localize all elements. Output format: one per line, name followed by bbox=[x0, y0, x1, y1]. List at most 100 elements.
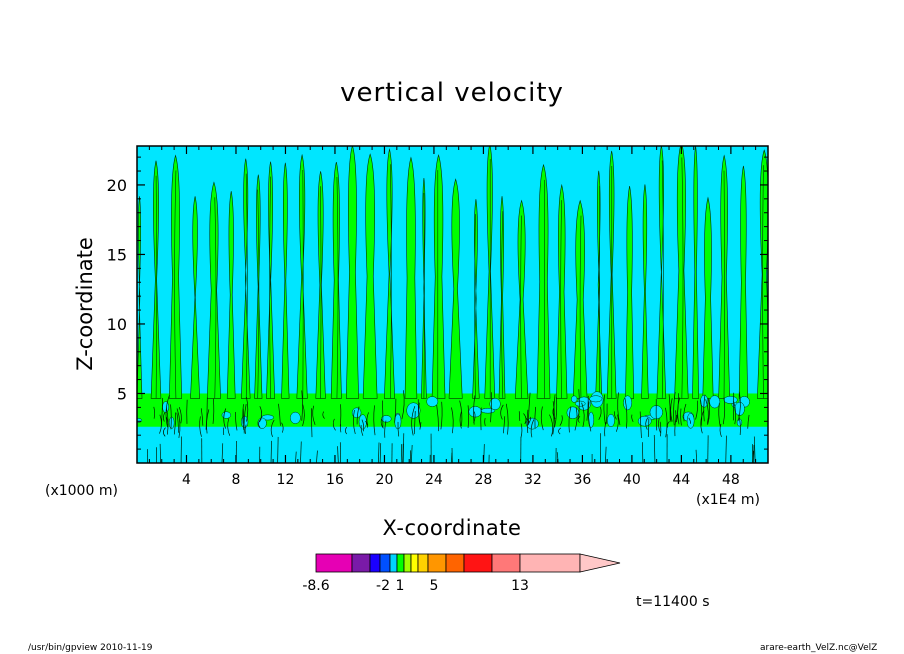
updraft-plume bbox=[498, 196, 506, 399]
updraft-plume bbox=[150, 160, 162, 399]
contour-line bbox=[500, 404, 504, 420]
x-tick-label: 44 bbox=[672, 472, 690, 488]
contour-line bbox=[655, 399, 658, 431]
contour-line bbox=[552, 407, 556, 420]
contour-line bbox=[688, 417, 691, 424]
footer-left: /usr/bin/gpview 2010-11-19 bbox=[28, 643, 153, 653]
contour-cell bbox=[571, 395, 578, 403]
updraft-plume bbox=[281, 162, 290, 399]
contour-line bbox=[534, 406, 536, 429]
contour-line bbox=[242, 404, 245, 430]
colorbar-label: 1 bbox=[396, 578, 405, 594]
contour-line bbox=[503, 416, 506, 434]
contour-line bbox=[257, 189, 260, 399]
contour-line bbox=[700, 399, 703, 426]
contour-line bbox=[394, 398, 397, 423]
updraft-plume bbox=[362, 153, 378, 399]
contour-line bbox=[417, 399, 421, 424]
contour-line bbox=[401, 390, 405, 420]
colorbar-segment bbox=[519, 553, 581, 573]
contour-line bbox=[246, 397, 249, 422]
contour-line bbox=[337, 446, 339, 463]
contour-line bbox=[410, 445, 413, 463]
contour-line bbox=[322, 411, 325, 419]
x-tick-label: 40 bbox=[623, 472, 641, 488]
contour-line bbox=[490, 392, 492, 423]
contour-line bbox=[277, 436, 279, 463]
contour-line bbox=[402, 433, 405, 463]
contour-cell bbox=[489, 397, 501, 411]
time-annotation: t=11400 s bbox=[636, 594, 710, 610]
x-tick-label: 4 bbox=[182, 472, 191, 488]
x-tick-label: 28 bbox=[475, 472, 493, 488]
contour-line bbox=[223, 408, 227, 429]
contour-line bbox=[200, 408, 204, 426]
contour-line bbox=[484, 417, 486, 427]
contour-line bbox=[747, 414, 750, 429]
contour-line bbox=[278, 403, 281, 426]
contour-line bbox=[586, 395, 589, 421]
contour-line bbox=[423, 193, 425, 399]
contour-line bbox=[339, 424, 342, 433]
contour-line bbox=[155, 175, 157, 399]
contour-line bbox=[718, 403, 721, 427]
contour-line bbox=[373, 405, 376, 436]
colorbar-segment bbox=[369, 553, 381, 573]
colorbar: -8.6 -2 1 5 13 bbox=[302, 553, 621, 594]
contour-cell bbox=[168, 416, 175, 429]
contour-line bbox=[176, 412, 179, 433]
contour-line bbox=[270, 419, 275, 438]
updraft-plume bbox=[226, 191, 236, 399]
contour-line bbox=[624, 398, 628, 429]
updraft-plume bbox=[266, 161, 276, 399]
updraft-plume bbox=[536, 163, 551, 399]
contour-line bbox=[413, 411, 416, 435]
colorbar-segment bbox=[315, 553, 353, 573]
x-tick-label: 24 bbox=[425, 472, 443, 488]
contour-cell bbox=[221, 411, 231, 419]
contour-line bbox=[603, 394, 606, 425]
updraft-plume bbox=[674, 146, 689, 399]
x-tick-label: 16 bbox=[326, 472, 344, 488]
contour-line bbox=[166, 417, 169, 426]
contour-cell bbox=[723, 395, 738, 404]
updraft-plume bbox=[169, 154, 183, 399]
contour-line bbox=[645, 417, 649, 430]
contour-line bbox=[440, 401, 443, 430]
contour-line bbox=[559, 415, 563, 426]
y-axis-label: Z-coordinate bbox=[73, 237, 97, 371]
contour-line bbox=[269, 176, 271, 399]
updraft-plume bbox=[431, 154, 446, 399]
contour-line bbox=[617, 392, 621, 426]
contour-line bbox=[722, 397, 726, 425]
contour-line bbox=[725, 435, 727, 463]
contour-line bbox=[647, 418, 650, 437]
contour-line bbox=[666, 421, 670, 428]
x-unit-right: (x1E4 m) bbox=[696, 492, 760, 508]
x-tick-label: 8 bbox=[232, 472, 241, 488]
x-tick-label: 20 bbox=[376, 472, 394, 488]
contour-line bbox=[163, 427, 166, 437]
contour-line bbox=[243, 403, 247, 434]
contour-line bbox=[520, 215, 522, 399]
contour-line bbox=[588, 401, 592, 432]
contour-line bbox=[459, 400, 463, 427]
contour-line bbox=[579, 215, 582, 399]
contour-line bbox=[300, 441, 302, 463]
contour-line bbox=[176, 408, 181, 439]
contour-line bbox=[245, 173, 248, 399]
contour-line bbox=[221, 443, 224, 463]
contour-line bbox=[467, 405, 469, 428]
contour-line bbox=[311, 408, 313, 438]
updraft-plume bbox=[448, 178, 463, 399]
updraft-plume bbox=[692, 146, 700, 399]
colorbar-segment bbox=[396, 553, 405, 573]
contour-cell bbox=[426, 396, 439, 407]
colorbar-segment bbox=[389, 553, 398, 573]
contour-line bbox=[762, 165, 764, 399]
plot-frame bbox=[136, 145, 769, 464]
y-tick-label: 5 bbox=[117, 384, 127, 403]
contour-line bbox=[397, 421, 400, 437]
updraft-plume bbox=[137, 196, 143, 399]
